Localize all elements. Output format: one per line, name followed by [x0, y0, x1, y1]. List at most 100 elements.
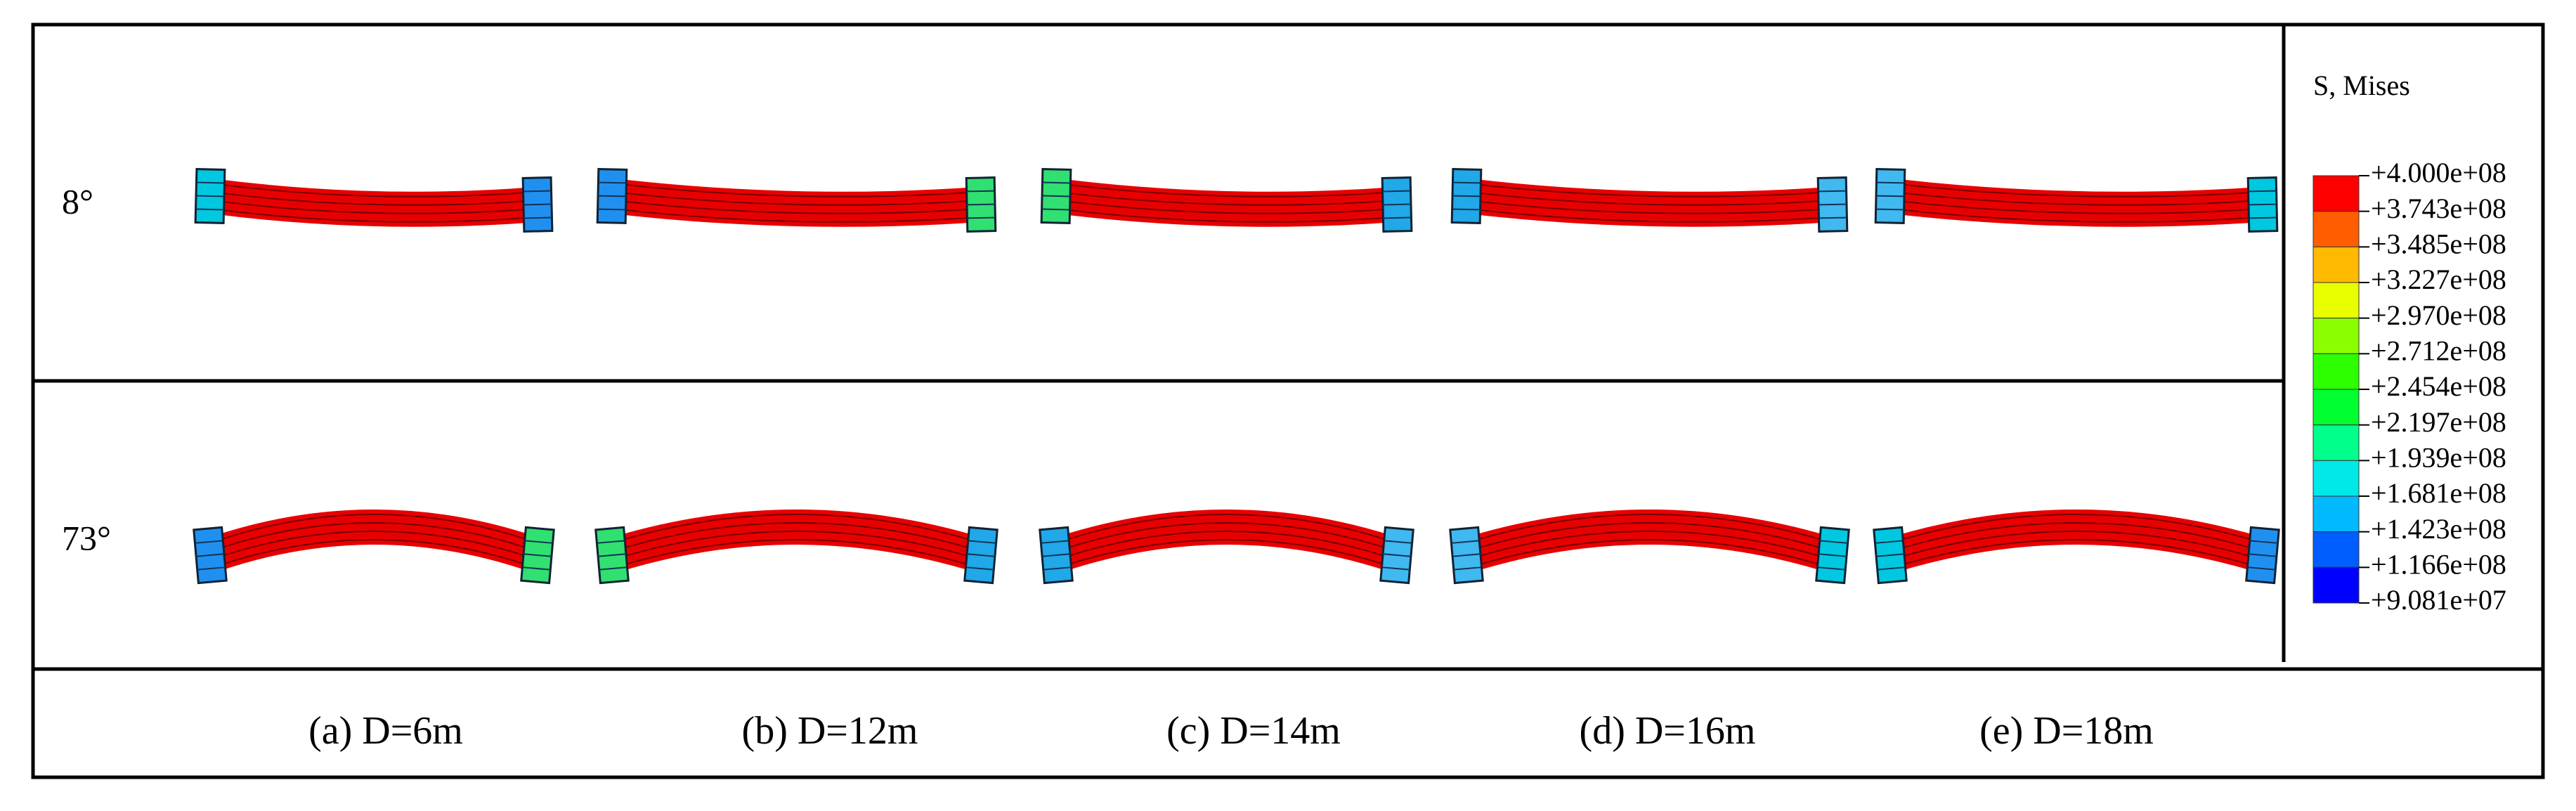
cap-line [1452, 553, 1481, 557]
beam-strand [211, 183, 537, 197]
cap-line [2247, 566, 2276, 571]
cap-line [1382, 553, 1412, 557]
cap-line [966, 553, 996, 557]
end-cap [1040, 168, 1072, 224]
beam-strand [1057, 539, 1396, 569]
cap-line [1383, 216, 1412, 219]
row-label: 73° [62, 518, 111, 557]
beam [1886, 510, 2267, 572]
cap-line [1819, 540, 1848, 544]
cap-line [524, 540, 553, 544]
cap-line [1452, 208, 1481, 211]
beam [1055, 179, 1397, 227]
beam-strand [1057, 200, 1396, 214]
legend-swatch [2312, 318, 2360, 354]
legend-label: +2.197e+08 [2371, 406, 2506, 438]
cap-line [599, 566, 627, 571]
cap-line [1041, 540, 1069, 544]
legend-label: +9.081e+07 [2371, 584, 2506, 616]
end-cap [2246, 176, 2279, 233]
beam-strand [1891, 539, 2262, 569]
cap-line [2248, 553, 2277, 557]
cap-line [2248, 190, 2277, 193]
beam-strand [613, 200, 980, 214]
end-cap [1815, 526, 1850, 585]
legend-swatch [2312, 175, 2360, 212]
legend-label: +1.423e+08 [2371, 513, 2506, 545]
beam [611, 179, 981, 227]
beam [1889, 179, 2263, 227]
beam [205, 510, 542, 572]
cap-line [965, 566, 994, 571]
beam [1052, 510, 1401, 572]
beam-strand [1891, 514, 2262, 543]
legend-label: +3.743e+08 [2371, 193, 2506, 224]
legend-swatch [2312, 389, 2360, 426]
beams [193, 167, 2280, 585]
row-label: 8° [62, 181, 93, 221]
beam-strand [1057, 191, 1396, 206]
cap-line [1041, 195, 1071, 197]
beam-strand [211, 531, 537, 560]
cap-line [1041, 553, 1071, 557]
beam-strand [1467, 514, 1832, 543]
cap-line [195, 553, 225, 557]
caption: (c) D=14m [1166, 709, 1341, 753]
beam-strand [1057, 531, 1396, 560]
beam-strand [1057, 208, 1396, 223]
end-cap [594, 526, 630, 585]
legend-label: +1.166e+08 [2371, 549, 2506, 580]
legend-label: +2.712e+08 [2371, 335, 2506, 367]
caption: (b) D=12m [742, 709, 918, 753]
cap-line [1819, 216, 1847, 219]
end-cap [1873, 526, 1908, 585]
cap-line [1817, 566, 1846, 571]
cap-line [1818, 553, 1847, 557]
beam-strand [211, 539, 537, 569]
cap-line [597, 195, 627, 197]
beam-strand [1057, 522, 1396, 552]
cap-line [195, 208, 224, 211]
legend-title: S, Mises [2313, 70, 2410, 101]
legend-swatch [2312, 424, 2360, 461]
beam [209, 179, 538, 227]
beam-strand [211, 514, 537, 543]
cap-line [1382, 190, 1411, 193]
caption: (d) D=16m [1580, 709, 1756, 753]
cap-line [195, 195, 225, 197]
beam-strand [1467, 191, 1832, 206]
end-cap [1381, 176, 1413, 233]
legend-swatch [2312, 460, 2360, 497]
legend-swatch [2312, 353, 2360, 390]
cap-line [597, 553, 627, 557]
legend-label: +2.970e+08 [2371, 299, 2506, 331]
frame [31, 22, 2545, 779]
cap-line [1381, 566, 1410, 571]
legend-label: +2.454e+08 [2371, 370, 2506, 402]
beam-strand [613, 522, 980, 552]
legend: +4.000e+08 +3.743e+08 +3.485e+08 +3.227e+08… [2312, 157, 2506, 616]
beam-strand [1891, 200, 2262, 214]
end-cap [521, 176, 554, 233]
cap-line [597, 208, 626, 211]
cap-line [1877, 566, 1906, 571]
legend-label: +3.227e+08 [2371, 264, 2506, 295]
legend-label: +3.485e+08 [2371, 228, 2506, 260]
beam-strand [1467, 208, 1832, 223]
beam-strand [1891, 183, 2262, 197]
cap-line [1041, 208, 1070, 211]
end-cap [596, 168, 628, 224]
cap-line [1451, 540, 1480, 544]
beam-strand [211, 191, 537, 206]
legend-swatch [2312, 246, 2360, 283]
cap-line [1875, 540, 1904, 544]
cap-line [1875, 208, 1904, 211]
end-cap [1379, 526, 1414, 585]
beam-strand [613, 539, 980, 569]
legend-swatch [2312, 566, 2360, 604]
beam-strand [1467, 531, 1832, 560]
cap-line [2249, 540, 2278, 544]
beam-strand [1057, 514, 1396, 543]
beam-strand [211, 208, 537, 223]
